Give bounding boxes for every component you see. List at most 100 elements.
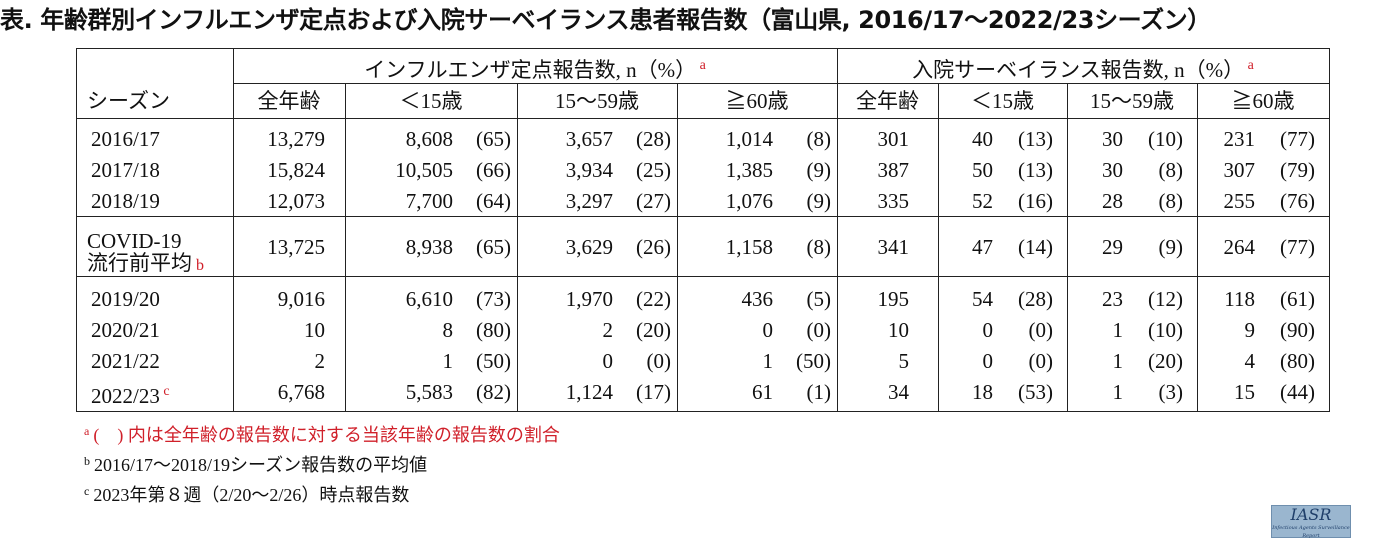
cell-value: 9	[1244, 318, 1256, 342]
age-header: ＜15歳	[399, 89, 463, 113]
logo-subtext: Infectious Agents Surveillance Report	[1272, 525, 1350, 539]
cell-value: 2	[602, 318, 614, 342]
cell-percent: (73)	[476, 287, 511, 311]
divider-season	[233, 49, 234, 411]
cell-value: 1	[1112, 349, 1124, 373]
cell-percent: (65)	[476, 235, 511, 259]
cell-value: 3,934	[565, 158, 613, 182]
cell-value-total: 5	[898, 349, 910, 373]
cell-value: 1,158	[725, 235, 773, 259]
cell-value-total: 34	[888, 380, 909, 404]
season-label: 2022/23 c	[91, 384, 170, 408]
cell-percent: (80)	[1280, 349, 1315, 373]
cell-value: 3,297	[565, 189, 613, 213]
cell-percent: (16)	[1018, 189, 1053, 213]
cell-percent: (27)	[636, 189, 671, 213]
season-label: 2021/22	[91, 349, 160, 373]
cell-value-total: 301	[877, 127, 910, 151]
cell-value: 10,505	[395, 158, 453, 182]
season-label: 2016/17	[91, 127, 160, 151]
cell-value: 50	[972, 158, 993, 182]
cell-value: 0	[982, 349, 994, 373]
age-header: 15〜59歳	[555, 89, 639, 113]
cell-value: 1,014	[725, 127, 773, 151]
divider-column	[345, 83, 346, 411]
cell-percent: (0)	[806, 318, 832, 342]
divider-group-header	[233, 83, 1329, 84]
logo-text: IASR	[1290, 505, 1332, 524]
cell-value: 0	[762, 318, 774, 342]
cell-value: 8	[442, 318, 454, 342]
cell-value-total: 2	[314, 349, 326, 373]
divider-groups	[837, 49, 838, 411]
cell-value-total: 9,016	[277, 287, 325, 311]
divider-header	[77, 118, 1329, 119]
cell-value: 30	[1102, 127, 1123, 151]
cell-percent: (82)	[476, 380, 511, 404]
group-header-sentinel: インフルエンザ定点報告数, n（%） a	[364, 58, 706, 82]
divider-column	[517, 83, 518, 411]
iasr-logo: IASR Infectious Agents Surveillance Repo…	[1271, 505, 1351, 539]
cell-value-total: 10	[888, 318, 909, 342]
cell-value: 8,608	[405, 127, 453, 151]
cell-value: 30	[1102, 158, 1123, 182]
divider-column	[938, 83, 939, 411]
cell-value-total: 195	[877, 287, 910, 311]
footnote-marker: b	[192, 257, 204, 274]
cell-percent: (10)	[1148, 127, 1183, 151]
cell-percent: (28)	[1018, 287, 1053, 311]
cell-value: 436	[741, 287, 774, 311]
cell-value: 61	[752, 380, 773, 404]
footnote-marker: a	[1244, 58, 1254, 73]
cell-percent: (0)	[1028, 349, 1054, 373]
divider-column	[1067, 83, 1068, 411]
footnote-marker: a	[696, 58, 706, 73]
cell-value: 1,970	[565, 287, 613, 311]
cell-value: 18	[972, 380, 993, 404]
cell-value: 28	[1102, 189, 1123, 213]
footnote-text: ( ) 内は全年齢の報告数に対する当該年齢の報告数の割合	[93, 425, 560, 445]
age-header: 全年齢	[856, 89, 919, 113]
cell-value: 29	[1102, 235, 1123, 259]
footnote-text: 2016/17〜2018/19シーズン報告数の平均値	[94, 455, 428, 475]
cell-value: 264	[1223, 235, 1256, 259]
cell-value: 0	[602, 349, 614, 373]
table-title: 表. 年齢群別インフルエンザ定点および入院サーベイランス患者報告数（富山県, 2…	[0, 6, 1211, 34]
footnote-marker: a	[84, 424, 90, 438]
cell-value: 231	[1223, 127, 1256, 151]
cell-percent: (8)	[806, 235, 832, 259]
cell-value: 15	[1234, 380, 1255, 404]
footnote-marker: b	[84, 454, 90, 468]
cell-value: 23	[1102, 287, 1123, 311]
cell-percent: (44)	[1280, 380, 1315, 404]
divider-column	[677, 83, 678, 411]
season-label: COVID-19	[87, 229, 182, 253]
cell-value: 1	[442, 349, 454, 373]
cell-percent: (9)	[1158, 235, 1184, 259]
cell-percent: (25)	[636, 158, 671, 182]
cell-value: 1	[762, 349, 774, 373]
season-header: シーズン	[87, 89, 170, 113]
cell-percent: (61)	[1280, 287, 1315, 311]
cell-percent: (9)	[806, 158, 832, 182]
cell-percent: (26)	[636, 235, 671, 259]
divider-covid-bottom	[77, 276, 1329, 277]
cell-percent: (28)	[636, 127, 671, 151]
season-label: 2018/19	[91, 189, 160, 213]
cell-percent: (13)	[1018, 127, 1053, 151]
cell-value: 47	[972, 235, 993, 259]
age-header: ＜15歳	[971, 89, 1034, 113]
cell-percent: (20)	[636, 318, 671, 342]
cell-percent: (5)	[806, 287, 832, 311]
cell-value-total: 13,279	[267, 127, 325, 151]
surveillance-table: インフルエンザ定点報告数, n（%） a 入院サーベイランス報告数, n（%） a…	[76, 48, 1330, 412]
season-label: 2017/18	[91, 158, 160, 182]
age-header: ≧60歳	[1231, 89, 1295, 113]
cell-value: 1,076	[725, 189, 773, 213]
cell-percent: (50)	[796, 349, 831, 373]
cell-percent: (0)	[646, 349, 672, 373]
cell-value: 1,124	[565, 380, 613, 404]
cell-percent: (8)	[1158, 158, 1184, 182]
cell-value-total: 12,073	[267, 189, 325, 213]
cell-value: 307	[1223, 158, 1256, 182]
